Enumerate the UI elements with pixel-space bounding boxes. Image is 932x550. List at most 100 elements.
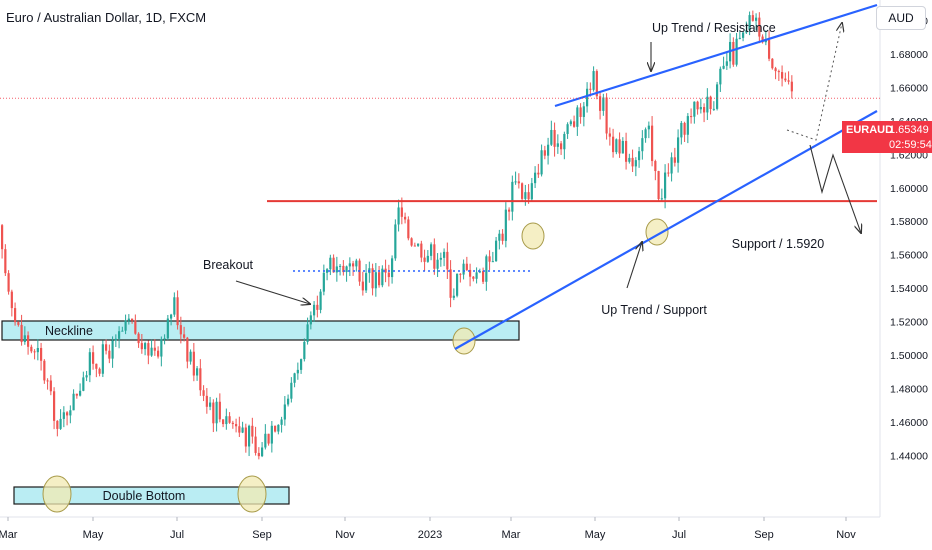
candle-body	[589, 88, 592, 90]
candle-body	[267, 433, 270, 444]
price-tick-label: 1.56000	[890, 250, 928, 262]
candle-body	[397, 207, 400, 225]
current-price-tag: EURAUD 1.65349 02:59:54	[842, 121, 932, 153]
candle-body	[72, 393, 75, 411]
candle-body	[491, 261, 494, 263]
candle-body	[533, 172, 537, 184]
candle-body	[82, 377, 85, 391]
candle-body	[221, 419, 225, 425]
candle-body	[758, 17, 761, 37]
candle-body	[254, 436, 257, 453]
candle-body	[572, 121, 576, 127]
candle-body	[303, 341, 306, 360]
candle-body	[732, 41, 735, 65]
candle-body	[104, 344, 108, 351]
candle-body	[416, 243, 420, 246]
candle-body	[238, 426, 241, 433]
candle-body	[290, 382, 293, 399]
price-tick-label: 1.44000	[890, 450, 928, 462]
candle-body	[59, 418, 62, 429]
candle-body	[364, 273, 368, 291]
annotation-resistance: Up Trend / Resistance	[652, 21, 776, 35]
candle-body	[228, 416, 231, 423]
candle-body	[680, 122, 683, 138]
candle-body	[166, 318, 169, 339]
candle-body	[787, 80, 790, 82]
candle-body	[403, 216, 407, 220]
candle-body	[91, 352, 95, 364]
candle-body	[777, 71, 780, 73]
candle-body	[150, 347, 153, 356]
candle-body	[784, 78, 787, 81]
candle-body	[319, 291, 322, 310]
candle-body	[296, 369, 299, 374]
candle-body	[449, 269, 452, 298]
candle-body	[527, 192, 530, 200]
candle-body	[722, 65, 725, 69]
time-tick-label: Sep	[252, 529, 272, 541]
candle-body	[553, 129, 556, 147]
candle-body	[225, 416, 228, 425]
candle-body	[39, 347, 43, 361]
price-tick-label: 1.48000	[890, 383, 928, 395]
candle-body	[244, 427, 247, 447]
candle-body	[273, 425, 277, 432]
candle-body	[738, 37, 741, 39]
candle-body	[592, 71, 595, 90]
candle-body	[202, 390, 205, 396]
candle-body	[748, 15, 751, 31]
candle-body	[637, 151, 641, 161]
candle-body	[124, 320, 127, 331]
candle-body	[712, 108, 715, 110]
projection-down-arrow	[809, 144, 861, 233]
candle-body	[46, 380, 49, 382]
candle-body	[114, 338, 117, 341]
candle-body	[719, 68, 722, 85]
candle-body	[550, 129, 553, 145]
candle-body	[598, 96, 602, 111]
candle-body	[475, 272, 478, 279]
support-label-arrow	[626, 242, 642, 289]
candle-body	[524, 192, 527, 199]
candle-body	[537, 172, 540, 175]
neckline-zone	[1, 320, 520, 341]
candle-body	[754, 17, 758, 21]
pivot-circle	[645, 218, 669, 246]
candle-body	[663, 172, 667, 199]
candle-body	[371, 268, 374, 289]
candle-body	[641, 138, 644, 152]
candle-body	[426, 255, 429, 262]
candle-body	[260, 447, 264, 457]
candle-body	[280, 419, 283, 425]
candle-body	[683, 122, 686, 135]
candle-body	[108, 350, 111, 359]
candle-body	[439, 257, 442, 260]
candle-body	[602, 97, 605, 111]
candle-body	[647, 125, 650, 130]
candle-body	[520, 183, 524, 199]
candle-body	[69, 410, 72, 416]
candle-body	[160, 339, 163, 357]
candle-body	[628, 157, 631, 162]
candle-body	[0, 225, 4, 250]
candle-body	[195, 368, 199, 376]
candle-body	[511, 181, 514, 212]
candle-body	[563, 133, 566, 150]
candle-body	[390, 258, 394, 278]
candle-body	[621, 140, 624, 154]
currency-button[interactable]: AUD	[876, 6, 926, 30]
candle-body	[446, 251, 449, 270]
time-tick-label: May	[83, 529, 104, 541]
candle-body	[696, 101, 699, 110]
candle-body	[514, 181, 517, 183]
candle-body	[270, 425, 273, 444]
candle-body	[361, 281, 364, 291]
candle-body	[709, 96, 712, 109]
candle-body	[498, 233, 501, 241]
candle-body	[192, 351, 195, 376]
candle-body	[316, 304, 319, 310]
candle-body	[4, 249, 7, 274]
candle-body	[465, 263, 468, 270]
candle-body	[179, 325, 182, 335]
